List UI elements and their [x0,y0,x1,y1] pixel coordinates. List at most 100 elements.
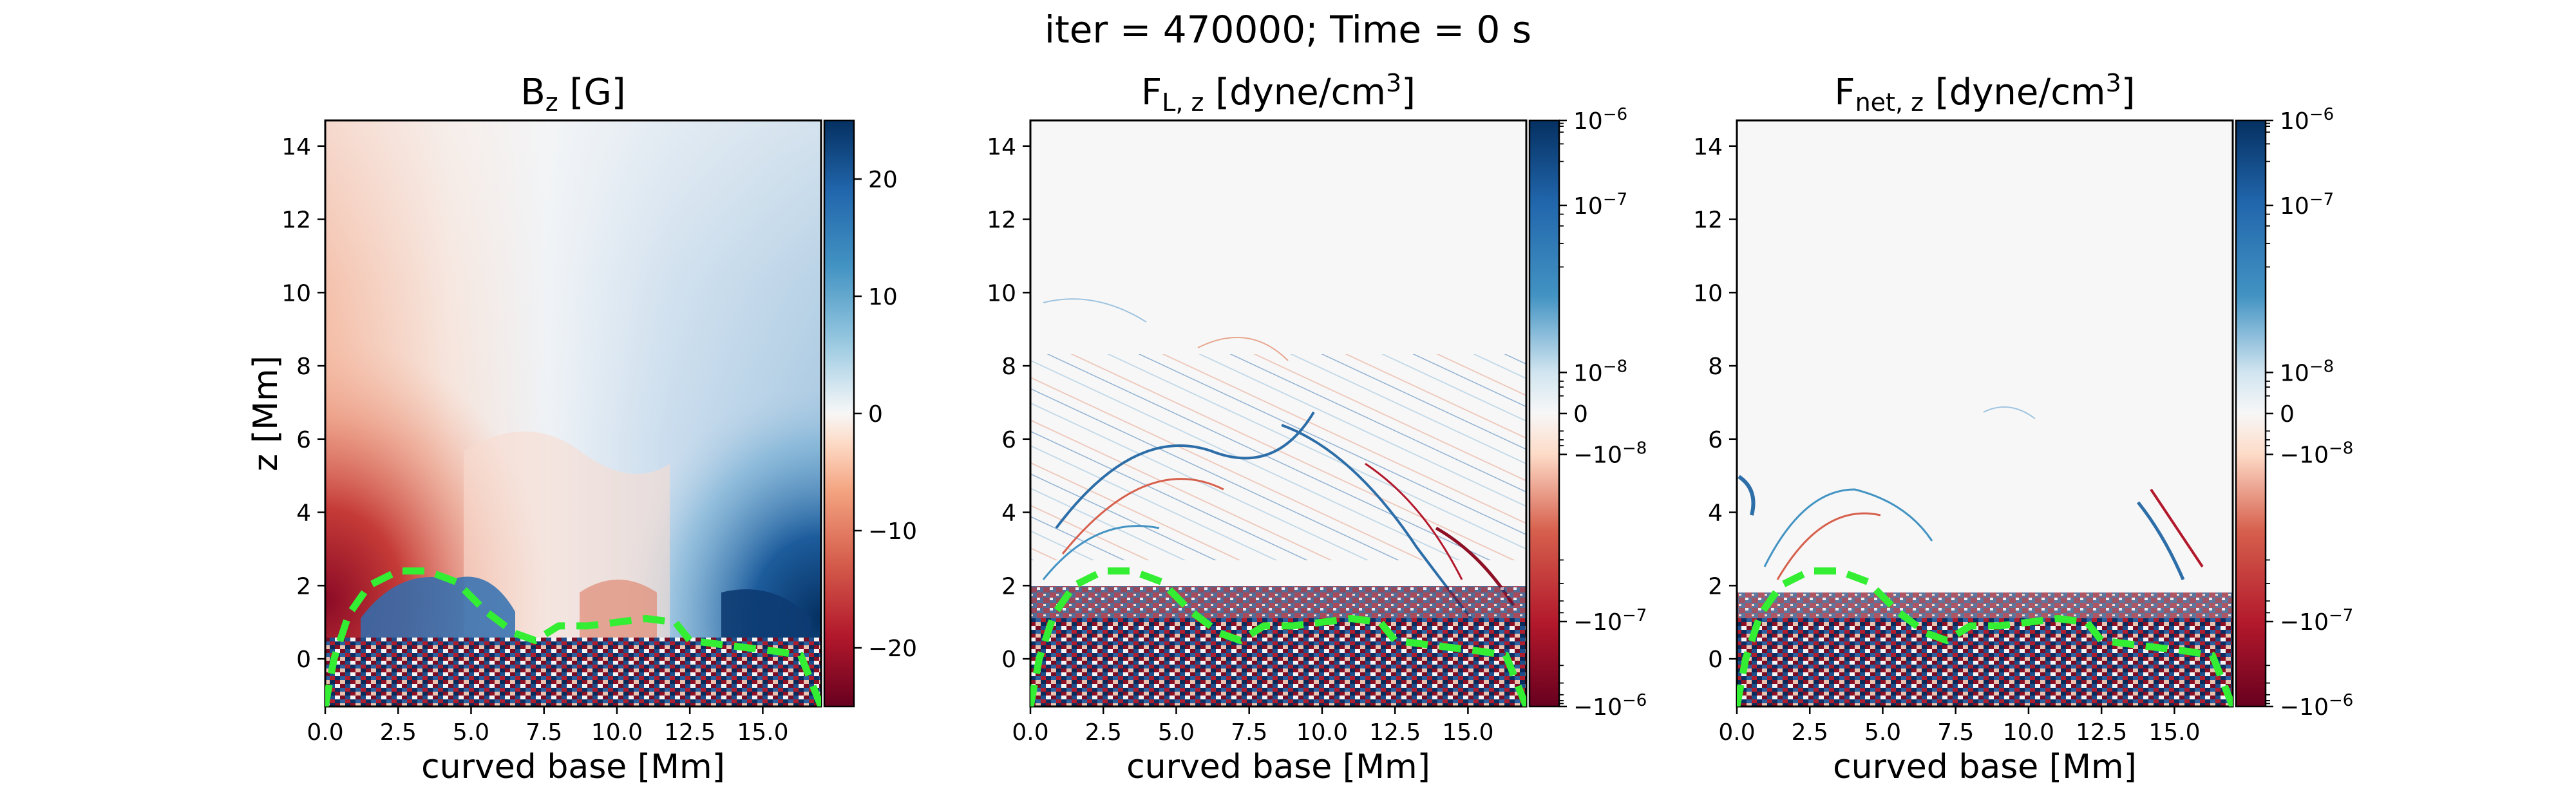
xtick-label: 10.0 [2003,719,2054,746]
ytick-label: 10 [987,280,1016,307]
xtick-label: 5.0 [453,719,489,746]
xtick-label: 7.5 [1231,719,1267,746]
ytick-label: 4 [296,500,311,527]
panel-bz-xlabel: curved base [Mm] [421,748,725,786]
ytick-label: 0 [1001,647,1016,673]
xtick-label: 5.0 [1158,719,1195,746]
panel-bz-xticks: 0.0 2.5 5.0 7.5 10.0 12.5 15.0 [307,706,788,746]
xtick-label: 0.0 [307,719,343,746]
xtick-label: 2.5 [1792,719,1828,746]
ytick-label: 10 [1693,280,1723,307]
green-contour-line [1737,567,2233,706]
xtick-label: 10.0 [591,719,643,746]
xtick-label: 0.0 [1012,719,1048,746]
cbar-tick-label: −10 [868,518,917,545]
panel-fnet-colorbar [2235,119,2267,708]
cbar-tick-label: 10−7 [2280,190,2334,220]
panel-bz-yticks: 0 2 4 6 8 10 12 14 [281,134,325,673]
panel-fnet-title: Fnet, z [dyne/cm3] [1834,69,2135,117]
cbar-tick-label: 10−7 [1573,190,1627,220]
ytick-label: 2 [1708,573,1723,600]
ytick-label: 4 [1001,500,1016,527]
ytick-label: 14 [281,134,311,160]
cbar-tick-label: −10−7 [2280,606,2353,636]
cbar-tick-label: 10 [868,284,898,310]
cbar-tick-label: 10−6 [1573,105,1627,135]
panel-fnet-cbticks: 10−6 10−7 10−8 0 −10−8 −10−7 −10−6 [2266,105,2353,721]
panel-fnet-xticks: 0.0 2.5 5.0 7.5 10.0 12.5 15.0 [1718,706,2200,746]
ytick-label: 8 [1708,354,1723,380]
panel-flz-contour [1030,567,1526,706]
cbar-tick-label: 10−8 [2280,357,2334,386]
ytick-label: 6 [1708,427,1723,453]
ytick-label: 8 [1001,354,1016,380]
xtick-label: 12.5 [2076,719,2127,746]
panel-fnet-frame [1736,119,2234,708]
panel-bz-title: Bz [G] [520,71,625,117]
panel-fnet-image [1737,120,2233,706]
ytick-label: 12 [281,207,311,234]
xtick-label: 12.5 [1369,719,1421,746]
ytick-label: 6 [296,427,311,453]
xtick-label: 12.5 [664,719,715,746]
xtick-label: 5.0 [1864,719,1901,746]
panel-flz-yticks: 0 2 4 6 8 10 12 14 [987,134,1030,673]
cbar-tick-label: 0 [868,401,883,428]
cbar-tick-label: −10−6 [1573,691,1647,721]
xtick-label: 15.0 [2148,719,2200,746]
green-contour-line [325,567,821,706]
cbar-tick-label: 20 [868,167,898,193]
panel-bz-frame [324,119,822,708]
panel-flz-frame [1029,119,1528,708]
ytick-label: 14 [987,134,1016,160]
panel-fnet-xlabel: curved base [Mm] [1833,748,2137,786]
panel-bz-image [325,120,821,706]
ytick-label: 8 [296,354,311,380]
panel-flz-image [1030,120,1526,706]
xtick-label: 10.0 [1296,719,1348,746]
panel-bz-cbticks: −20 −10 0 10 20 [854,167,917,662]
ytick-label: 0 [1708,647,1723,673]
xtick-label: 0.0 [1718,719,1755,746]
cbar-tick-label: −10−6 [2280,691,2353,721]
xtick-label: 7.5 [526,719,562,746]
ytick-label: 0 [296,647,311,673]
panel-flz-xlabel: curved base [Mm] [1126,748,1430,786]
ytick-label: 2 [1001,573,1016,600]
figure-suptitle: iter = 470000; Time = 0 s [1045,8,1531,52]
cbar-tick-label: 10−6 [2280,105,2334,135]
panel-flz-cbticks: 10−6 10−7 10−8 0 −10−8 −10−7 −10−6 [1559,105,1647,721]
ytick-label: 14 [1693,134,1723,160]
panel-fnet-contour [1737,567,2233,706]
panel-bz-ylabel: z [Mm] [247,355,285,471]
panel-flz: 0.0 2.5 5.0 7.5 10.0 12.5 15.0 0 2 4 6 8 10 12 14 FL,… [987,69,1647,786]
ytick-label: 4 [1708,500,1723,527]
ytick-label: 12 [1693,207,1723,234]
panel-bz: 0.0 2.5 5.0 7.5 10.0 12.5 15.0 0 2 4 6 8 10 12 14 Bz … [247,71,917,786]
panel-fnet-yticks: 0 2 4 6 8 10 12 14 [1693,134,1737,673]
xtick-label: 15.0 [1442,719,1493,746]
ytick-label: 10 [281,280,311,307]
cbar-tick-label: −10−7 [1573,606,1647,636]
cbar-tick-label: 0 [1573,401,1588,428]
panel-flz-title: FL, z [dyne/cm3] [1141,69,1416,117]
xtick-label: 7.5 [1937,719,1974,746]
cbar-tick-label: −10−8 [1573,439,1647,469]
green-contour-line [1030,567,1526,706]
panel-flz-xticks: 0.0 2.5 5.0 7.5 10.0 12.5 15.0 [1012,706,1493,746]
cbar-tick-label: 0 [2280,401,2295,428]
ytick-label: 6 [1001,427,1016,453]
cbar-tick-label: 10−8 [1573,357,1627,386]
panel-bz-contour [325,567,821,706]
panel-bz-colorbar [823,119,855,708]
ytick-label: 2 [296,573,311,600]
cbar-tick-label: −10−8 [2280,439,2353,469]
xtick-label: 2.5 [1085,719,1122,746]
panel-fnet: 0.0 2.5 5.0 7.5 10.0 12.5 15.0 0 2 4 6 8 10 12 14 Fne… [1693,69,2353,786]
panel-flz-colorbar [1528,119,1560,708]
xtick-label: 15.0 [737,719,788,746]
xtick-label: 2.5 [380,719,417,746]
cbar-tick-label: −20 [868,636,917,662]
ytick-label: 12 [987,207,1016,234]
